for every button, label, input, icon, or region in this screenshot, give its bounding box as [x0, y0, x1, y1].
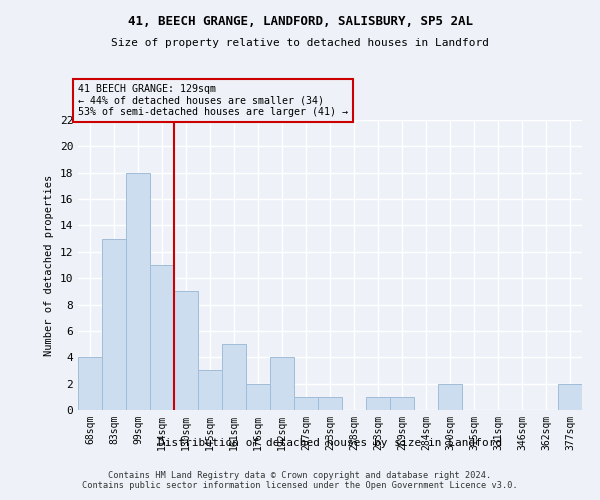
- Text: Contains HM Land Registry data © Crown copyright and database right 2024.
Contai: Contains HM Land Registry data © Crown c…: [82, 470, 518, 490]
- Bar: [270, 358, 294, 410]
- Text: 41 BEECH GRANGE: 129sqm
← 44% of detached houses are smaller (34)
53% of semi-de: 41 BEECH GRANGE: 129sqm ← 44% of detache…: [78, 84, 348, 117]
- Text: 41, BEECH GRANGE, LANDFORD, SALISBURY, SP5 2AL: 41, BEECH GRANGE, LANDFORD, SALISBURY, S…: [128, 15, 473, 28]
- Bar: [150, 265, 174, 410]
- Bar: [294, 397, 318, 410]
- Bar: [318, 397, 342, 410]
- Bar: [198, 370, 222, 410]
- Bar: [174, 292, 198, 410]
- Text: Distribution of detached houses by size in Landford: Distribution of detached houses by size …: [158, 438, 502, 448]
- Bar: [390, 397, 414, 410]
- Bar: [366, 397, 390, 410]
- Bar: [246, 384, 270, 410]
- Bar: [126, 172, 150, 410]
- Y-axis label: Number of detached properties: Number of detached properties: [44, 174, 54, 356]
- Bar: [222, 344, 246, 410]
- Bar: [438, 384, 462, 410]
- Text: Size of property relative to detached houses in Landford: Size of property relative to detached ho…: [111, 38, 489, 48]
- Bar: [102, 238, 126, 410]
- Bar: [78, 358, 102, 410]
- Bar: [558, 384, 582, 410]
